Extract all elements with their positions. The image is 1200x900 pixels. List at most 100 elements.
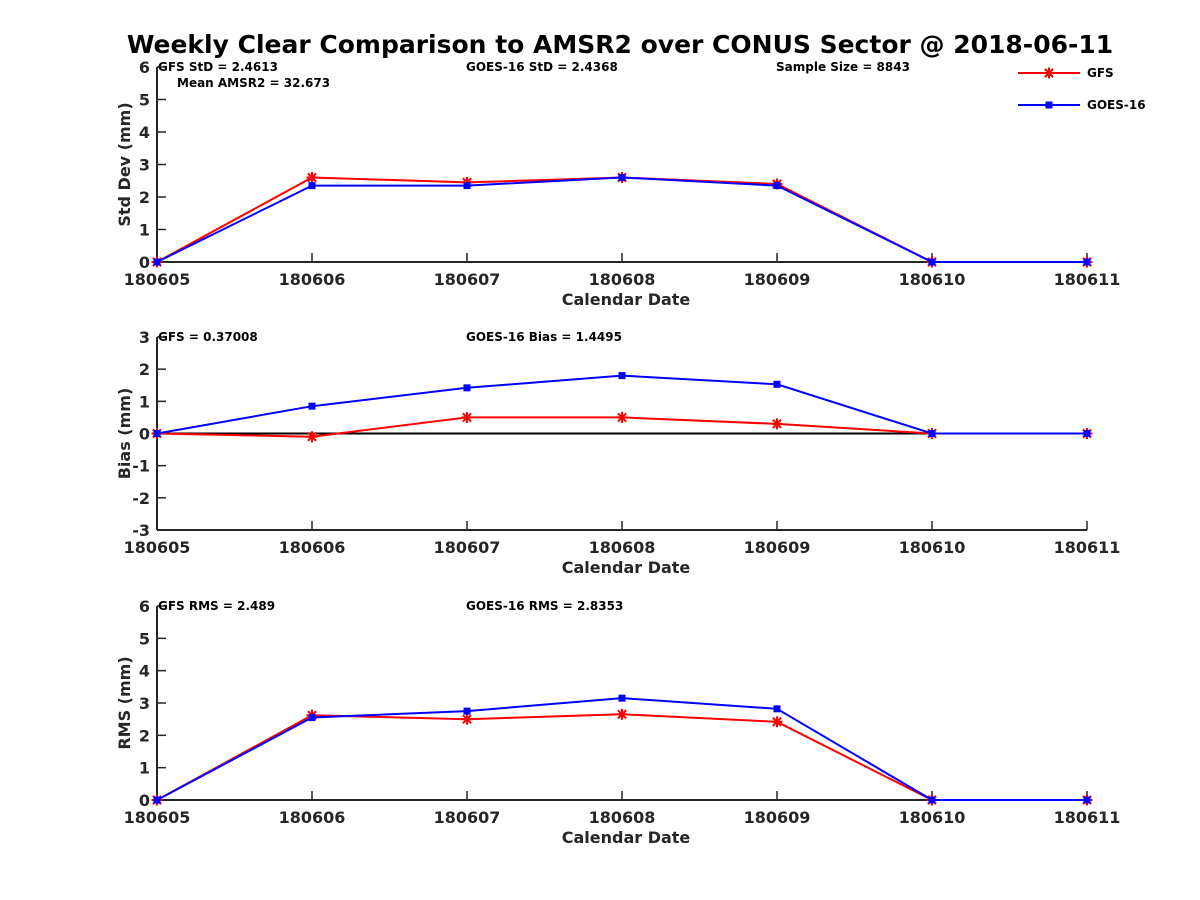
y-tick-label: 5: [139, 91, 150, 110]
series-line-goes-16: [156, 176, 1087, 263]
y-tick-label: 1: [139, 392, 150, 411]
annotation-left: GFS = 0.37008: [158, 330, 258, 344]
y-tick-label: 3: [139, 328, 150, 347]
x-tick-label: 180605: [124, 808, 191, 827]
x-tick-label: 180611: [1054, 538, 1121, 557]
legend-label-goes-16: GOES-16: [1087, 98, 1146, 112]
y-tick-label: 3: [139, 156, 150, 175]
data-point-gfs: [771, 716, 783, 728]
x-tick-label: 180611: [1054, 808, 1121, 827]
data-point-goes-16: [1083, 796, 1091, 804]
y-tick-label: 5: [139, 629, 150, 648]
data-point-gfs: [461, 713, 473, 725]
y-tick-label: 4: [139, 662, 150, 681]
x-tick-label: 180610: [899, 538, 966, 557]
legend-marker-goes-16: [1045, 101, 1053, 109]
data-point-goes-16: [153, 430, 161, 437]
y-axis-label: Std Dev (mm): [115, 102, 134, 226]
y-tick-label: -2: [132, 489, 150, 508]
x-tick-label: 180606: [279, 270, 346, 289]
annotation-middle: GOES-16 StD = 2.4368: [466, 60, 618, 74]
data-point-goes-16: [618, 372, 626, 380]
x-tick-label: 180611: [1054, 270, 1121, 289]
data-point-goes-16: [463, 707, 471, 715]
data-point-gfs: [306, 431, 318, 443]
x-tick-label: 180606: [279, 538, 346, 557]
y-tick-label: 6: [139, 58, 150, 77]
annotation-left: GFS StD = 2.4613: [158, 60, 278, 74]
data-point-goes-16: [618, 694, 626, 702]
data-point-goes-16: [308, 182, 316, 190]
data-point-goes-16: [153, 796, 161, 804]
y-tick-label: 0: [139, 425, 150, 444]
annotation-left-2: Mean AMSR2 = 32.673: [177, 76, 330, 90]
data-point-goes-16: [618, 174, 626, 181]
annotation-right: Sample Size = 8843: [776, 60, 910, 74]
y-tick-label: 0: [139, 791, 150, 810]
y-tick-label: 1: [139, 221, 150, 240]
y-tick-label: 2: [139, 188, 150, 207]
data-point-goes-16: [1083, 430, 1091, 437]
data-point-goes-16: [773, 182, 781, 190]
x-tick-label: 180605: [124, 270, 191, 289]
x-tick-label: 180609: [744, 808, 811, 827]
legend: GFS GOES-16: [1018, 66, 1146, 112]
panel-2: -3 -2 -1 0 1 2 3 180605 180606 180607 180608 180609…: [115, 328, 1120, 577]
data-point-goes-16: [773, 380, 781, 388]
data-point-gfs: [306, 172, 318, 183]
x-tick-label: 180608: [589, 808, 656, 827]
data-point-goes-16: [308, 714, 316, 722]
data-point-goes-16: [463, 384, 471, 392]
x-tick-label: 180606: [279, 808, 346, 827]
legend-label-gfs: GFS: [1087, 66, 1114, 80]
x-tick-label: 180610: [899, 808, 966, 827]
data-point-goes-16: [773, 705, 781, 713]
data-point-goes-16: [308, 402, 316, 410]
x-tick-label: 180607: [434, 808, 501, 827]
y-tick-label: 2: [139, 360, 150, 379]
data-point-gfs: [616, 411, 628, 423]
x-axis-label: Calendar Date: [562, 558, 691, 577]
series-line-gfs: [156, 713, 1087, 801]
y-axis-label: Bias (mm): [115, 388, 134, 480]
y-tick-label: 0: [139, 253, 150, 272]
data-point-goes-16: [928, 796, 936, 804]
data-point-goes-16: [928, 430, 936, 437]
data-point-goes-16: [463, 182, 471, 190]
x-axis-label: Calendar Date: [562, 290, 691, 309]
x-tick-label: 180607: [434, 538, 501, 557]
x-tick-label: 180608: [589, 270, 656, 289]
y-axis-label: RMS (mm): [115, 656, 134, 749]
panel-3: 0 1 2 3 4 5 6 180605 180606 180607 180608 180609 180…: [115, 597, 1120, 847]
x-tick-label: 180609: [744, 270, 811, 289]
x-tick-label: 180609: [744, 538, 811, 557]
annotation-middle: GOES-16 RMS = 2.8353: [466, 599, 623, 613]
data-point-goes-16: [153, 258, 161, 266]
x-tick-label: 180610: [899, 270, 966, 289]
data-point-goes-16: [1083, 258, 1091, 266]
x-axis-label: Calendar Date: [562, 828, 691, 847]
x-tick-label: 180605: [124, 538, 191, 557]
annotation-left: GFS RMS = 2.489: [158, 599, 275, 613]
series-line-goes-16: [156, 374, 1087, 435]
y-tick-label: 2: [139, 726, 150, 745]
y-tick-label: 1: [139, 759, 150, 778]
x-tick-label: 180607: [434, 270, 501, 289]
y-tick-label: 6: [139, 597, 150, 616]
data-point-gfs: [771, 418, 783, 430]
data-point-gfs: [616, 708, 628, 720]
y-tick-label: 4: [139, 123, 150, 142]
y-tick-label: -1: [132, 457, 150, 476]
data-point-gfs: [461, 411, 473, 423]
panel-1: 0 1 2 3 4 5 6 180605 180606 180607 180608 180609 180…: [115, 58, 1120, 309]
series-line-gfs: [156, 176, 1087, 263]
data-point-goes-16: [928, 258, 936, 266]
y-tick-label: 3: [139, 694, 150, 713]
legend-marker-gfs: [1043, 67, 1055, 79]
y-tick-label: -3: [132, 521, 150, 540]
annotation-middle: GOES-16 Bias = 1.4495: [466, 330, 622, 344]
x-tick-label: 180608: [589, 538, 656, 557]
chart-title: Weekly Clear Comparison to AMSR2 over CO…: [126, 30, 1114, 59]
